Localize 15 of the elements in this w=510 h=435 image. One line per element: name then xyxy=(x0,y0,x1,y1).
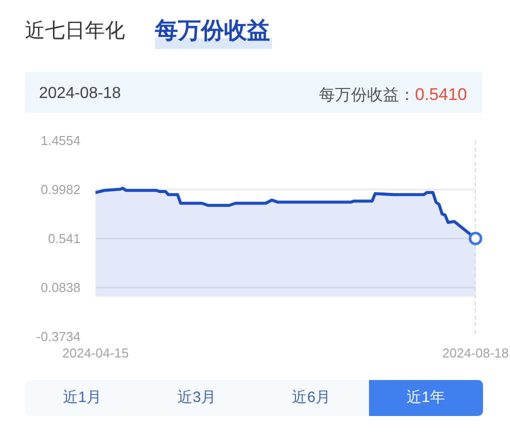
text: 近1月 xyxy=(63,388,102,408)
x-tick-label: 2024-04-15 xyxy=(62,346,129,360)
y-tick-label: 1.4554 xyxy=(40,133,81,148)
y-tick-label: 0.0838 xyxy=(40,280,81,295)
text: 2024-08-18 xyxy=(39,84,121,104)
y-tick-label: -0.3734 xyxy=(36,329,81,344)
y-tick-label: 0.541 xyxy=(48,231,81,246)
y-tick-label: 0.9982 xyxy=(40,182,81,197)
chart-title: 每万份收益 xyxy=(155,16,270,45)
text: 近1年 xyxy=(406,388,445,408)
text: 每万份收益： xyxy=(319,87,415,104)
text: 近6月 xyxy=(292,388,330,408)
text: 0.5410 xyxy=(415,85,467,104)
text: 近七日年化 xyxy=(25,19,125,44)
text: 近3月 xyxy=(178,388,216,408)
